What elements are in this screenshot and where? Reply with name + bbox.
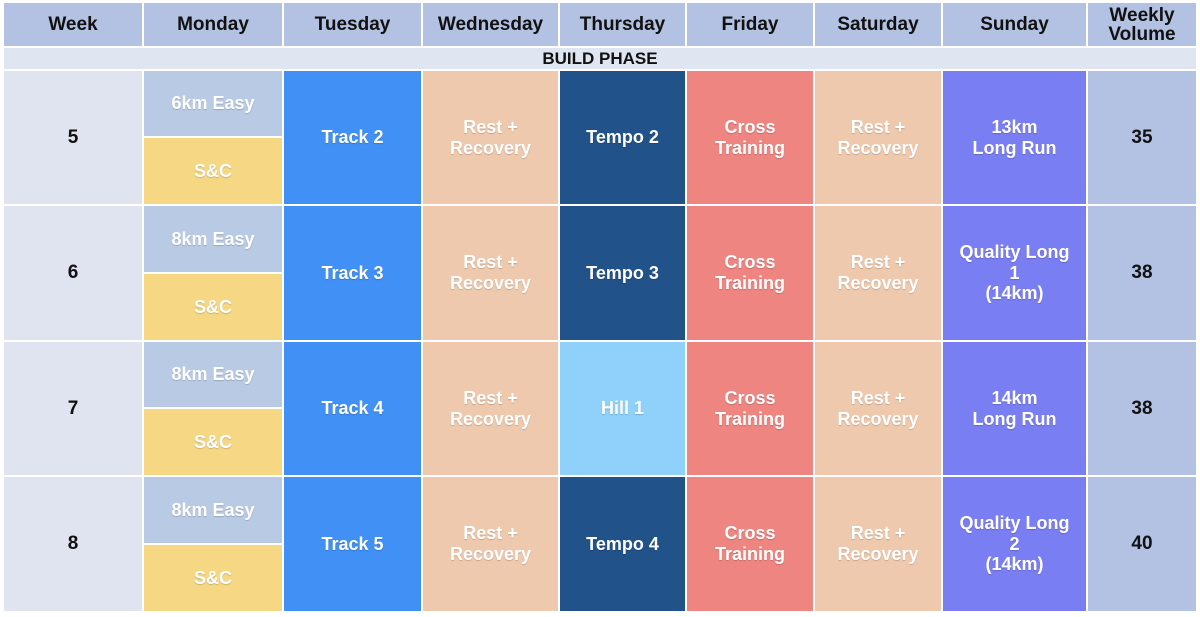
header-week: Week	[4, 3, 142, 46]
sunday-long-run: Quality Long 2 (14km)	[943, 477, 1086, 611]
friday-cross-training: Cross Training	[687, 477, 813, 611]
monday-easy-run: 8km Easy	[144, 477, 282, 543]
sunday-long-run: 14km Long Run	[943, 342, 1086, 475]
header-saturday: Saturday	[815, 3, 941, 46]
header-weekly-volume: Weekly Volume	[1088, 3, 1196, 46]
sunday-long-run: 13km Long Run	[943, 71, 1086, 204]
thursday-tempo: Tempo 2	[560, 71, 685, 204]
tuesday-track-session: Track 3	[284, 206, 421, 340]
weekly-volume: 38	[1088, 206, 1196, 340]
monday-easy-run: 8km Easy	[144, 206, 282, 272]
thursday-tempo: Tempo 3	[560, 206, 685, 340]
header-friday: Friday	[687, 3, 813, 46]
monday-easy-run: 6km Easy	[144, 71, 282, 136]
friday-cross-training: Cross Training	[687, 206, 813, 340]
thursday-tempo: Tempo 4	[560, 477, 685, 611]
monday-strength-conditioning: S&C	[144, 545, 282, 611]
tuesday-track-session: Track 2	[284, 71, 421, 204]
wednesday-rest: Rest + Recovery	[423, 477, 558, 611]
header-tuesday: Tuesday	[284, 3, 421, 46]
monday-easy-run: 8km Easy	[144, 342, 282, 407]
saturday-rest: Rest + Recovery	[815, 477, 941, 611]
tuesday-track-session: Track 4	[284, 342, 421, 475]
phase-banner: BUILD PHASE	[4, 48, 1196, 69]
thursday-hill-session: Hill 1	[560, 342, 685, 475]
weekly-volume: 35	[1088, 71, 1196, 204]
monday-strength-conditioning: S&C	[144, 138, 282, 204]
weekly-volume: 38	[1088, 342, 1196, 475]
tuesday-track-session: Track 5	[284, 477, 421, 611]
friday-cross-training: Cross Training	[687, 342, 813, 475]
saturday-rest: Rest + Recovery	[815, 71, 941, 204]
header-monday: Monday	[144, 3, 282, 46]
header-thursday: Thursday	[560, 3, 685, 46]
sunday-long-run: Quality Long 1 (14km)	[943, 206, 1086, 340]
saturday-rest: Rest + Recovery	[815, 342, 941, 475]
monday-strength-conditioning: S&C	[144, 409, 282, 475]
saturday-rest: Rest + Recovery	[815, 206, 941, 340]
header-sunday: Sunday	[943, 3, 1086, 46]
week-number: 6	[4, 206, 142, 340]
week-number: 8	[4, 477, 142, 611]
friday-cross-training: Cross Training	[687, 71, 813, 204]
header-wednesday: Wednesday	[423, 3, 558, 46]
monday-strength-conditioning: S&C	[144, 274, 282, 340]
wednesday-rest: Rest + Recovery	[423, 342, 558, 475]
wednesday-rest: Rest + Recovery	[423, 71, 558, 204]
weekly-volume: 40	[1088, 477, 1196, 611]
wednesday-rest: Rest + Recovery	[423, 206, 558, 340]
week-number: 5	[4, 71, 142, 204]
week-number: 7	[4, 342, 142, 475]
